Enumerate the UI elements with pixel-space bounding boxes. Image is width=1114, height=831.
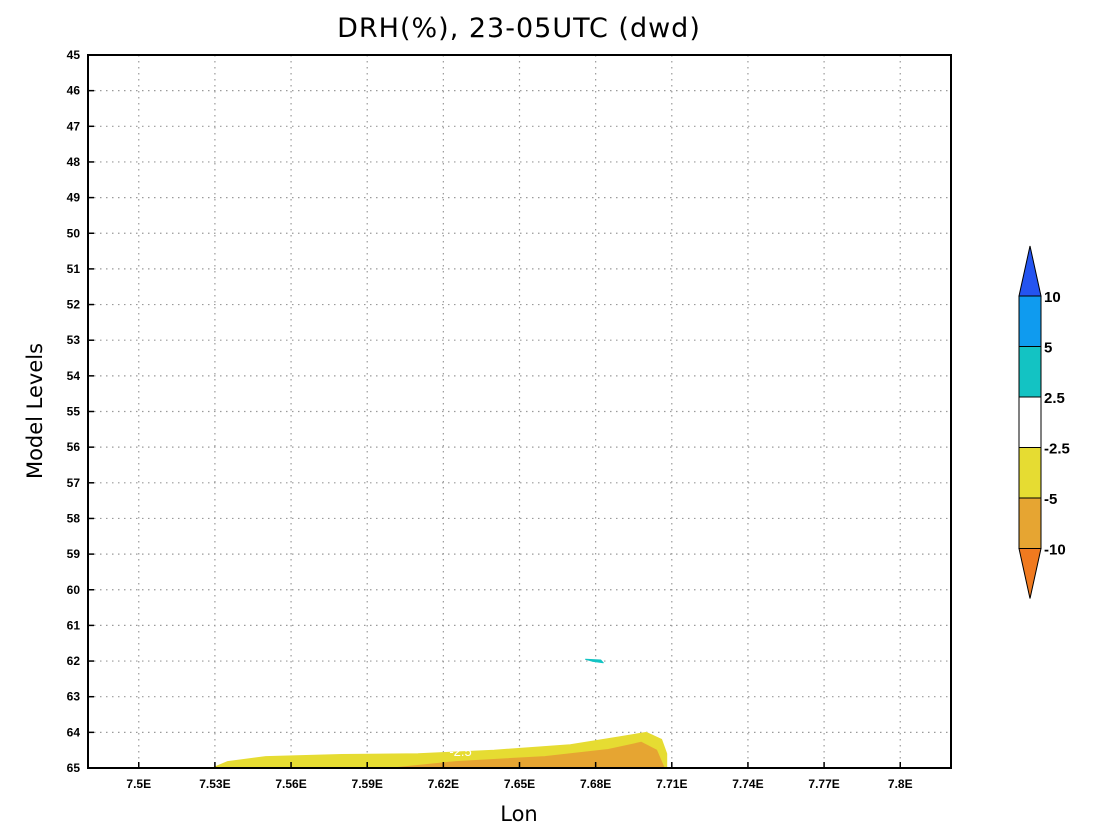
y-tick-label: 60 — [67, 583, 81, 597]
colorbar-top-arrow — [1018, 245, 1042, 297]
colorbar-box — [1018, 447, 1042, 499]
contour-region — [585, 658, 604, 664]
x-tick-label: 7.68E — [580, 777, 611, 791]
y-tick-label: 45 — [67, 48, 81, 62]
y-tick-label: 56 — [67, 440, 81, 454]
colorbar-box — [1018, 346, 1042, 398]
y-tick-label: 64 — [67, 725, 81, 739]
colorbar-label: 5 — [1044, 340, 1052, 357]
colorbar-box — [1018, 396, 1042, 448]
colorbar-box — [1018, 497, 1042, 549]
x-tick-label: 7.59E — [352, 777, 383, 791]
y-tick-label: 50 — [67, 226, 81, 240]
y-tick-label: 61 — [67, 618, 81, 632]
colorbar-label: -10 — [1044, 542, 1066, 559]
x-tick-label: 7.71E — [656, 777, 687, 791]
x-tick-label: 7.74E — [732, 777, 763, 791]
colorbar-bottom-arrow — [1018, 548, 1042, 599]
y-tick-label: 54 — [67, 369, 81, 383]
x-tick-label: 7.62E — [428, 777, 459, 791]
y-tick-label: 49 — [67, 191, 81, 205]
colorbar: 10 5 2.5 -2.5 -5 -10 — [1018, 245, 1070, 599]
y-tick-label: 51 — [67, 262, 81, 276]
colorbar-label: 10 — [1044, 289, 1061, 306]
y-tick-label: 62 — [67, 654, 81, 668]
x-tick-label: 7.5E — [126, 777, 151, 791]
x-tick-label: 7.8E — [888, 777, 913, 791]
y-tick-label: 52 — [67, 298, 81, 312]
x-tick-label: 7.53E — [199, 777, 230, 791]
y-tick-label: 46 — [67, 84, 81, 98]
contour-region — [392, 741, 665, 769]
y-tick-label: 55 — [67, 405, 81, 419]
colorbar-label: 2.5 — [1044, 390, 1065, 407]
y-tick-label: 47 — [67, 119, 81, 133]
colorbar-label: -2.5 — [1044, 441, 1070, 458]
x-tick-label: 7.56E — [275, 777, 306, 791]
grid-lines — [88, 55, 951, 768]
y-axis-ticks: 45 46 47 48 49 50 51 52 53 54 55 56 57 58 59 60 61 62 63 64… — [67, 48, 94, 775]
y-tick-label: 63 — [67, 690, 81, 704]
y-tick-label: 58 — [67, 511, 81, 525]
y-tick-label: 48 — [67, 155, 81, 169]
chart-title: DRH(%), 23-05UTC (dwd) — [337, 13, 701, 44]
colorbar-box — [1018, 295, 1042, 347]
colorbar-label: -5 — [1044, 491, 1057, 508]
y-axis-label: Model Levels — [23, 343, 47, 479]
y-tick-label: 59 — [67, 547, 81, 561]
y-tick-label: 65 — [67, 761, 81, 775]
x-axis-label: Lon — [500, 802, 538, 826]
x-tick-label: 7.65E — [504, 777, 535, 791]
contour-label: -2.5 — [449, 744, 471, 759]
contour-regions — [211, 658, 668, 769]
y-tick-label: 53 — [67, 333, 81, 347]
x-tick-label: 7.77E — [808, 777, 839, 791]
x-axis-ticks: 7.5E 7.53E 7.56E 7.59E 7.62E 7.65E 7.68E 7.71E 7… — [126, 762, 913, 791]
y-tick-label: 57 — [67, 476, 81, 490]
